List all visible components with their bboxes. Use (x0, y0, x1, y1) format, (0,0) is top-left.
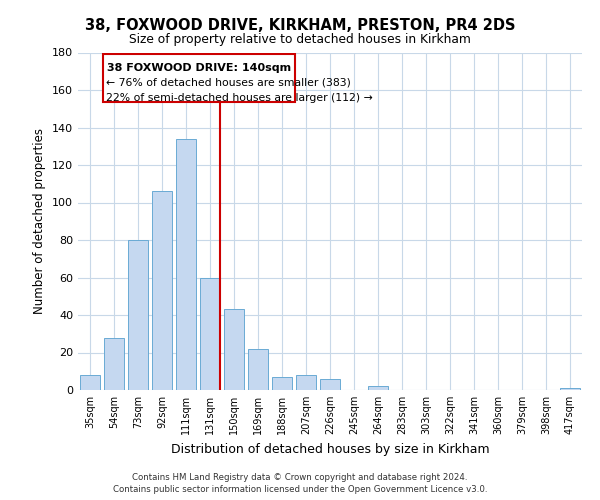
Text: 22% of semi-detached houses are larger (112) →: 22% of semi-detached houses are larger (… (106, 93, 373, 103)
Bar (248, 349, 268, 390)
Text: ← 76% of detached houses are smaller (383): ← 76% of detached houses are smaller (38… (106, 78, 351, 88)
Text: Size of property relative to detached houses in Kirkham: Size of property relative to detached ho… (129, 32, 471, 46)
FancyBboxPatch shape (103, 54, 295, 102)
Bar (272, 377, 292, 390)
Bar (200, 278, 220, 390)
Y-axis label: Number of detached properties: Number of detached properties (34, 128, 46, 314)
Bar (104, 338, 124, 390)
X-axis label: Distribution of detached houses by size in Kirkham: Distribution of detached houses by size … (170, 442, 490, 456)
Text: Contains HM Land Registry data © Crown copyright and database right 2024.
Contai: Contains HM Land Registry data © Crown c… (113, 472, 487, 494)
Bar (320, 379, 340, 390)
Bar (80, 375, 100, 390)
Bar (368, 386, 388, 390)
Bar (560, 388, 580, 390)
Bar (176, 138, 196, 390)
Text: 38 FOXWOOD DRIVE: 140sqm: 38 FOXWOOD DRIVE: 140sqm (107, 63, 291, 73)
Bar (296, 375, 316, 390)
Text: 38, FOXWOOD DRIVE, KIRKHAM, PRESTON, PR4 2DS: 38, FOXWOOD DRIVE, KIRKHAM, PRESTON, PR4… (85, 18, 515, 32)
Bar (224, 310, 244, 390)
Bar (128, 240, 148, 390)
Bar (152, 191, 172, 390)
